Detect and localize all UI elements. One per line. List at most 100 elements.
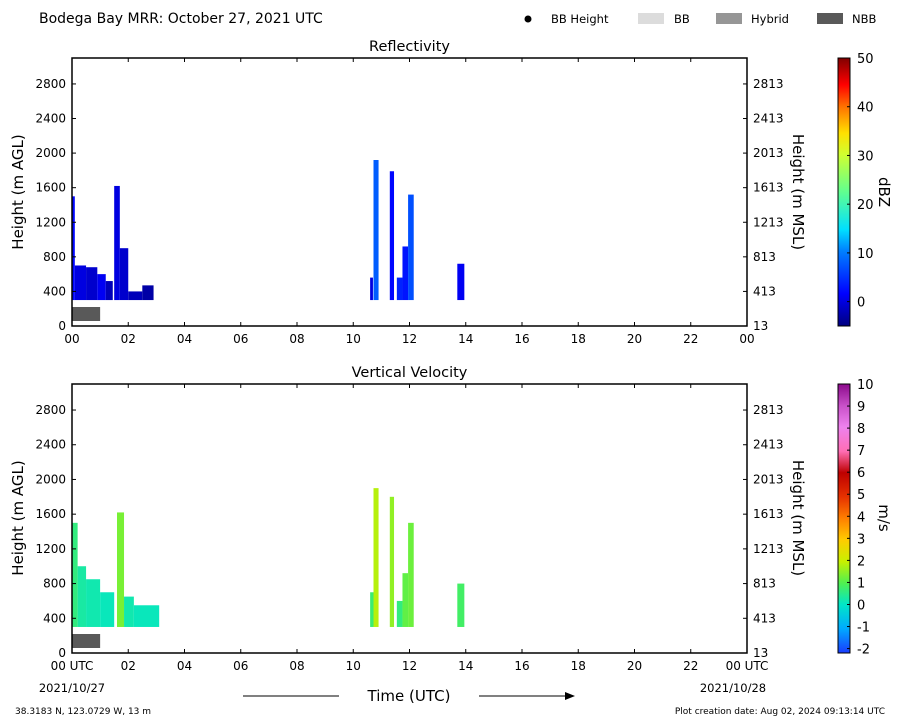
velocity-ytick-right-label: 813 [753, 577, 776, 591]
reflectivity-ytick-label: 2800 [35, 77, 66, 91]
velocity-colorbar-tick-label: 0 [857, 598, 865, 613]
reflectivity-xtick-label: 20 [627, 332, 642, 346]
velocity-data-cell [77, 566, 87, 627]
velocity-colorbar-tick-label: 3 [857, 532, 865, 547]
reflectivity-data-cell [105, 281, 113, 301]
velocity-ytick-label: 0 [58, 646, 66, 660]
date-start: 2021/10/27 [39, 681, 105, 695]
velocity-ylabel-right: Height (m MSL) [789, 460, 807, 576]
velocity-ytick-right-label: 13 [753, 646, 768, 660]
velocity-xtick-label: 20 [627, 659, 642, 673]
velocity-ytick-right-label: 413 [753, 611, 776, 625]
reflectivity-xtick-label: 16 [514, 332, 529, 346]
velocity-data-cell [408, 522, 414, 627]
reflectivity-data-cell [408, 194, 414, 301]
reflectivity-ylabel-left: Height (m AGL) [9, 134, 27, 249]
legend-bb-label: BB [674, 12, 690, 26]
reflectivity-data-cell [114, 185, 120, 301]
reflectivity-ytick-label: 400 [43, 284, 66, 298]
reflectivity-data-cell [72, 196, 75, 301]
reflectivity-data-cell [86, 267, 98, 301]
reflectivity-data-cell [373, 160, 379, 301]
velocity-xtick-label: 00 UTC [726, 659, 769, 673]
reflectivity-ytick-right-label: 1613 [753, 181, 784, 195]
reflectivity-data-cell [97, 274, 106, 301]
velocity-data-cell [402, 573, 409, 627]
reflectivity-data-cell [74, 265, 87, 301]
velocity-ytick-right-label: 2813 [753, 403, 784, 417]
velocity-xtick-label: 14 [458, 659, 473, 673]
velocity-xtick-label: 08 [289, 659, 304, 673]
reflectivity-xtick-label: 18 [571, 332, 586, 346]
reflectivity-colorbar [837, 57, 851, 327]
reflectivity-ylabel-right: Height (m MSL) [789, 134, 807, 250]
velocity-ytick-right-label: 2413 [753, 438, 784, 452]
velocity-colorbar [837, 383, 851, 654]
velocity-xtick-label: 10 [346, 659, 361, 673]
reflectivity-ytick-right-label: 2413 [753, 112, 784, 126]
velocity-colorbar-tick-label: 1 [857, 576, 865, 591]
reflectivity-colorbar-tick-label: 10 [857, 247, 874, 262]
velocity-colorbar-tick-label: 9 [857, 400, 865, 415]
velocity-plot-frame [71, 383, 748, 654]
legend-bb-height-label: BB Height [551, 12, 609, 26]
reflectivity-ytick-right-label: 13 [753, 319, 768, 333]
reflectivity-colorbar-ticks: 0 10 20 30 40 50 [847, 52, 874, 311]
reflectivity-ytick-right-label: 813 [753, 250, 776, 264]
reflectivity-xtick-label: 04 [177, 332, 192, 346]
reflectivity-colorbar-tick-label: 50 [857, 52, 874, 67]
reflectivity-y-ticks-right: 13 413 813 1213 1613 2013 2413 2813 [743, 77, 784, 333]
velocity-xtick-label: 02 [121, 659, 136, 673]
reflectivity-colorbar-tick-label: 30 [857, 149, 874, 164]
reflectivity-x-ticks: 00 02 04 06 08 10 12 14 16 18 20 22 00 [64, 58, 755, 346]
bright-band-legend: BB Height BB Hybrid NBB [524, 12, 876, 26]
velocity-ylabel-left: Height (m AGL) [9, 460, 27, 575]
velocity-colorbar-tick-label: -1 [857, 621, 870, 636]
velocity-data-cell [396, 600, 403, 627]
reflectivity-ytick-label: 0 [58, 319, 66, 333]
legend-bb-swatch [638, 13, 664, 24]
velocity-colorbar-tick-label: 7 [857, 444, 865, 459]
date-end: 2021/10/28 [700, 681, 766, 695]
legend-nbb-label: NBB [852, 12, 876, 26]
velocity-x-ticks: 00 UTC 02 04 06 08 10 12 14 16 18 20 22 00 UTC [51, 384, 769, 673]
velocity-title: Vertical Velocity [352, 365, 468, 381]
velocity-xtick-label: 04 [177, 659, 192, 673]
velocity-data-cell [117, 512, 125, 627]
velocity-data-cell [457, 583, 465, 627]
velocity-ytick-label: 1600 [35, 507, 66, 521]
legend-hybrid-label: Hybrid [751, 12, 789, 26]
reflectivity-y-ticks-left: 0 400 800 1200 1600 2000 2400 2800 [35, 77, 76, 333]
velocity-colorbar-tick-label: -2 [857, 643, 870, 658]
velocity-xtick-label: 22 [683, 659, 698, 673]
velocity-data-cell [373, 488, 379, 627]
velocity-ytick-right-label: 1613 [753, 507, 784, 521]
velocity-xtick-label: 18 [571, 659, 586, 673]
reflectivity-data-cell [142, 285, 154, 301]
velocity-data-cell [72, 522, 78, 627]
velocity-ytick-label: 2800 [35, 403, 66, 417]
reflectivity-ytick-label: 1200 [35, 215, 66, 229]
reflectivity-panel: Reflectivity 040080012001600200024002800… [9, 39, 893, 346]
reflectivity-colorbar-tick-label: 0 [857, 296, 865, 311]
reflectivity-ytick-label: 1600 [35, 181, 66, 195]
velocity-data-cell [389, 496, 395, 627]
reflectivity-data-cell [457, 263, 465, 301]
velocity-xtick-label: 06 [233, 659, 248, 673]
reflectivity-colorbar-tick-label: 20 [857, 198, 874, 213]
velocity-ytick-label: 2400 [35, 438, 66, 452]
velocity-xtick-label: 16 [514, 659, 529, 673]
velocity-y-ticks-left: 0 400 800 1200 1600 2000 2400 2800 [35, 403, 76, 660]
plot-creation-date: Plot creation date: Aug 02, 2024 09:13:1… [675, 707, 885, 717]
reflectivity-data-cell [396, 277, 403, 301]
reflectivity-xtick-label: 22 [683, 332, 698, 346]
reflectivity-ytick-right-label: 2813 [753, 77, 784, 91]
velocity-ytick-right-label: 1213 [753, 542, 784, 556]
velocity-xtick-label: 00 UTC [51, 659, 94, 673]
reflectivity-title: Reflectivity [369, 39, 450, 55]
velocity-colorbar-tick-label: 8 [857, 422, 865, 437]
velocity-ytick-label: 800 [43, 577, 66, 591]
reflectivity-colorbar-tick-label: 40 [857, 101, 874, 116]
reflectivity-data-cell [128, 291, 143, 301]
